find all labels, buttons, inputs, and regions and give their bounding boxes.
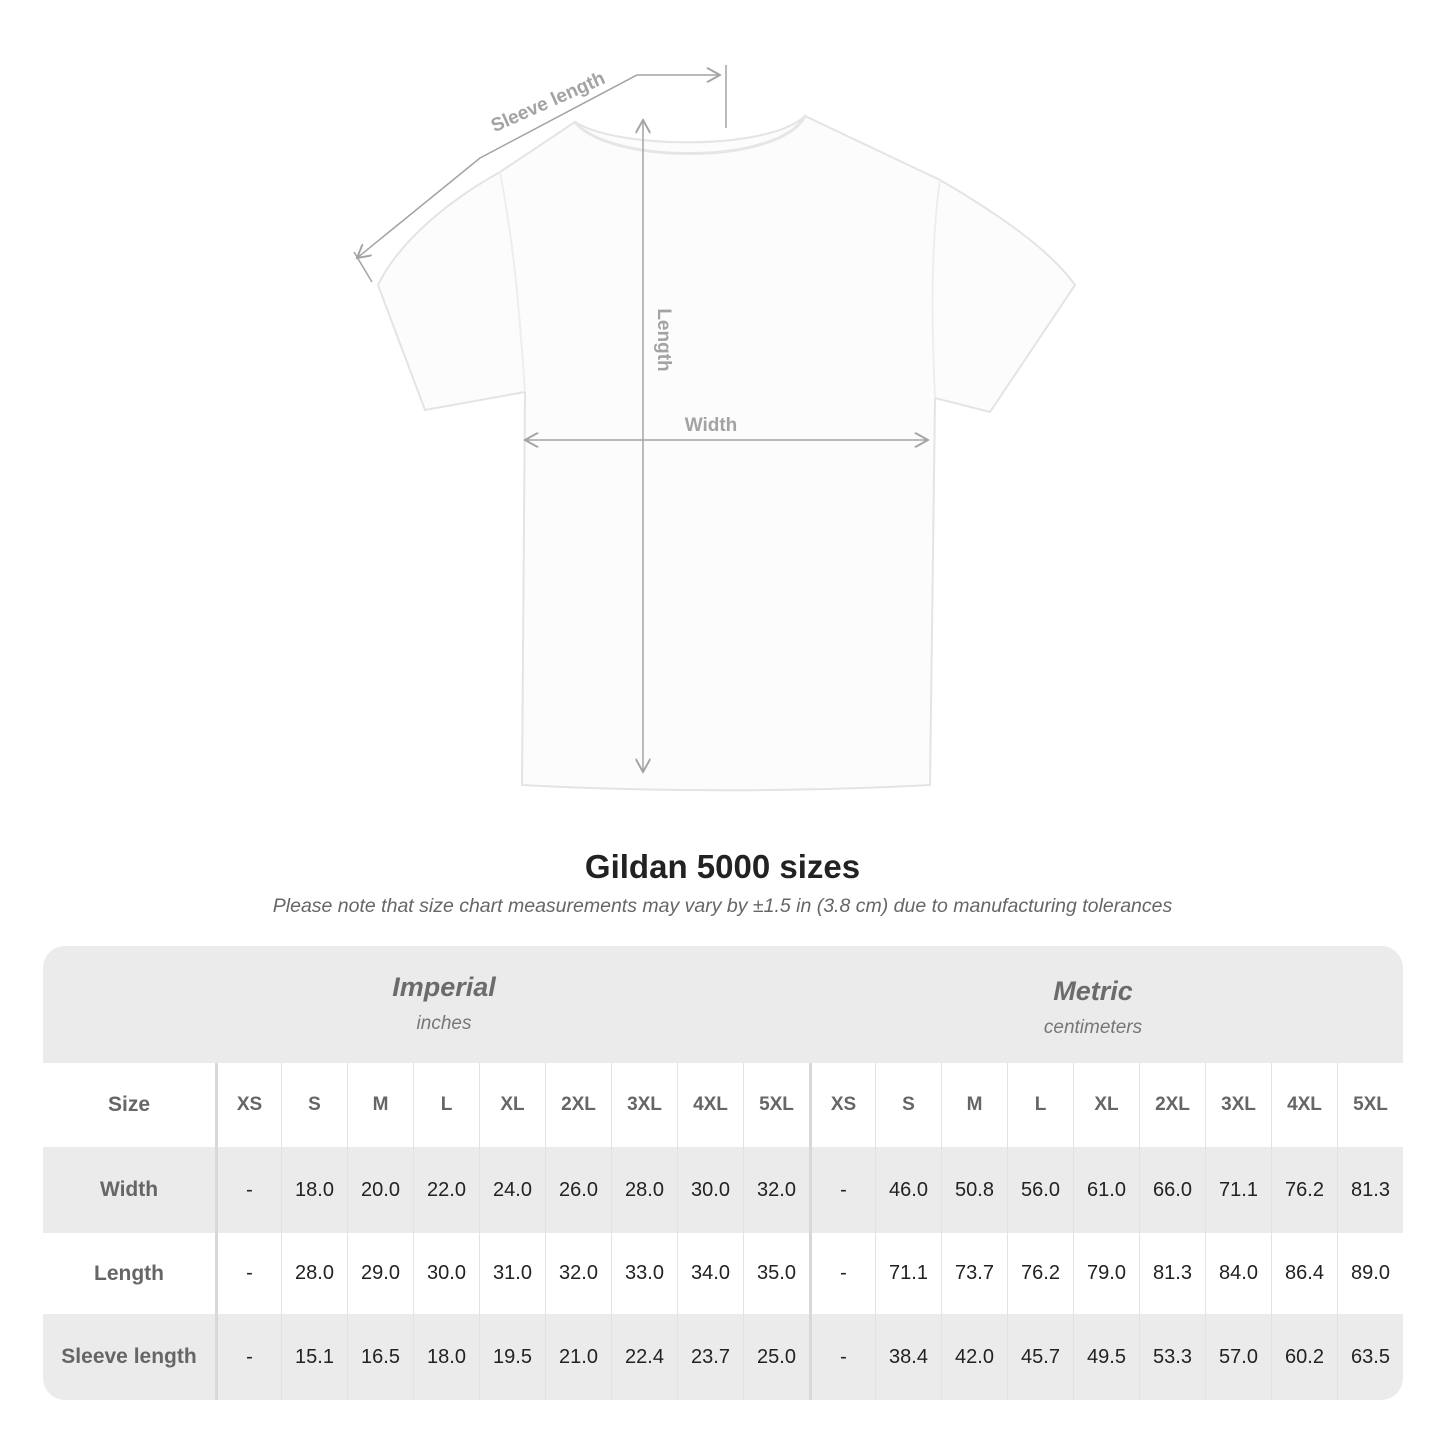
sleeve-length-indicator [353,65,727,283]
imperial-value: - [215,1314,281,1400]
imperial-header: Imperial inches [244,972,644,1035]
metric-value: 73.7 [941,1233,1007,1314]
imperial-value: 32.0 [743,1147,809,1233]
metric-value: 56.0 [1007,1147,1073,1233]
metric-value: 81.3 [1139,1233,1205,1314]
table-row-length: Length -28.0 29.0 30.0 31.0 32.0 33.0 34.0 35.0-… [43,1233,1403,1314]
metric-size-3xl: 3XL [1205,1063,1271,1147]
imperial-value: 18.0 [281,1147,347,1233]
metric-value: 60.2 [1271,1314,1337,1400]
metric-value: 71.1 [875,1233,941,1314]
imperial-value: 30.0 [413,1233,479,1314]
metric-size-xl: XL [1073,1063,1139,1147]
imperial-size-xs: XS [215,1063,281,1147]
imperial-value: 22.0 [413,1147,479,1233]
metric-value: 46.0 [875,1147,941,1233]
metric-value: 71.1 [1205,1147,1271,1233]
metric-value: 61.0 [1073,1147,1139,1233]
metric-heading: Metric [1053,976,1133,1006]
imperial-value: 29.0 [347,1233,413,1314]
imperial-value: 28.0 [281,1233,347,1314]
t-shirt-diagram: Sleeve length Length Width [353,65,1077,792]
metric-size-m: M [941,1063,1007,1147]
imperial-value: 32.0 [545,1233,611,1314]
imperial-size-2xl: 2XL [545,1063,611,1147]
imperial-value: 33.0 [611,1233,677,1314]
metric-size-5xl: 5XL [1337,1063,1403,1147]
imperial-value: - [215,1233,281,1314]
metric-value: 89.0 [1337,1233,1403,1314]
size-label: Size [107,1093,151,1116]
metric-size-2xl: 2XL [1139,1063,1205,1147]
metric-unit: centimeters [1043,1017,1143,1038]
row-label: Sleeve length [61,1345,197,1368]
imperial-value: 34.0 [677,1233,743,1314]
metric-value: 42.0 [941,1314,1007,1400]
imperial-value: 26.0 [545,1147,611,1233]
metric-value: - [809,1314,875,1400]
imperial-size-4xl: 4XL [677,1063,743,1147]
imperial-value: - [215,1147,281,1233]
size-header-row: Size XS S M L XL 2XL 3XL 4XL 5XL XS S M L XL 2XL 3XL 4XL 5… [43,1063,1403,1147]
metric-value: 53.3 [1139,1314,1205,1400]
metric-size-4xl: 4XL [1271,1063,1337,1147]
metric-value: 76.2 [1007,1233,1073,1314]
imperial-heading: Imperial [392,972,496,1002]
metric-value: 76.2 [1271,1147,1337,1233]
metric-value: 57.0 [1205,1314,1271,1400]
imperial-value: 30.0 [677,1147,743,1233]
t-shirt-image [376,114,1077,792]
row-label: Width [99,1178,159,1201]
imperial-value: 18.0 [413,1314,479,1400]
metric-value: 79.0 [1073,1233,1139,1314]
sleeve-length-label: Sleeve length [488,68,608,137]
imperial-value: 31.0 [479,1233,545,1314]
imperial-value: 19.5 [479,1314,545,1400]
metric-value: 38.4 [875,1314,941,1400]
imperial-value: 25.0 [743,1314,809,1400]
imperial-value: 22.4 [611,1314,677,1400]
imperial-unit: inches [416,1013,472,1034]
metric-size-s: S [875,1063,941,1147]
imperial-value: 16.5 [347,1314,413,1400]
metric-value: 86.4 [1271,1233,1337,1314]
size-table: Imperial inches Metric centimeters Size X… [43,946,1403,1400]
imperial-value: 35.0 [743,1233,809,1314]
row-label: Length [94,1261,164,1285]
imperial-size-xl: XL [479,1063,545,1147]
metric-value: 84.0 [1205,1233,1271,1314]
metric-value: 49.5 [1073,1314,1139,1400]
metric-value: - [809,1147,875,1233]
metric-value: - [809,1233,875,1314]
imperial-value: 15.1 [281,1314,347,1400]
table-row-sleeve-length: Sleeve length -15.1 16.5 18.0 19.5 21.0 22.4 23… [43,1314,1403,1400]
imperial-size-5xl: 5XL [743,1063,809,1147]
imperial-size-m: M [347,1063,413,1147]
tolerance-note: Please note that size chart measurements… [272,895,1173,917]
imperial-value: 28.0 [611,1147,677,1233]
width-label: Width [685,415,738,436]
metric-value: 81.3 [1337,1147,1403,1233]
table-row-width: Width -18.0 20.0 22.0 24.0 26.0 28.0 30.0 32.0-4… [43,1147,1403,1233]
metric-value: 45.7 [1007,1314,1073,1400]
imperial-value: 20.0 [347,1147,413,1233]
imperial-size-s: S [281,1063,347,1147]
imperial-size-l: L [413,1063,479,1147]
metric-size-l: L [1007,1063,1073,1147]
metric-value: 50.8 [941,1147,1007,1233]
metric-value: 63.5 [1337,1314,1403,1400]
length-label: Length [653,308,674,371]
page-title: Gildan 5000 sizes [584,848,861,885]
imperial-value: 24.0 [479,1147,545,1233]
unit-header-band: Imperial inches Metric centimeters [43,946,1403,1063]
imperial-size-3xl: 3XL [611,1063,677,1147]
metric-value: 66.0 [1139,1147,1205,1233]
metric-header: Metric centimeters [893,976,1293,1039]
metric-size-xs: XS [809,1063,875,1147]
imperial-value: 21.0 [545,1314,611,1400]
imperial-value: 23.7 [677,1314,743,1400]
